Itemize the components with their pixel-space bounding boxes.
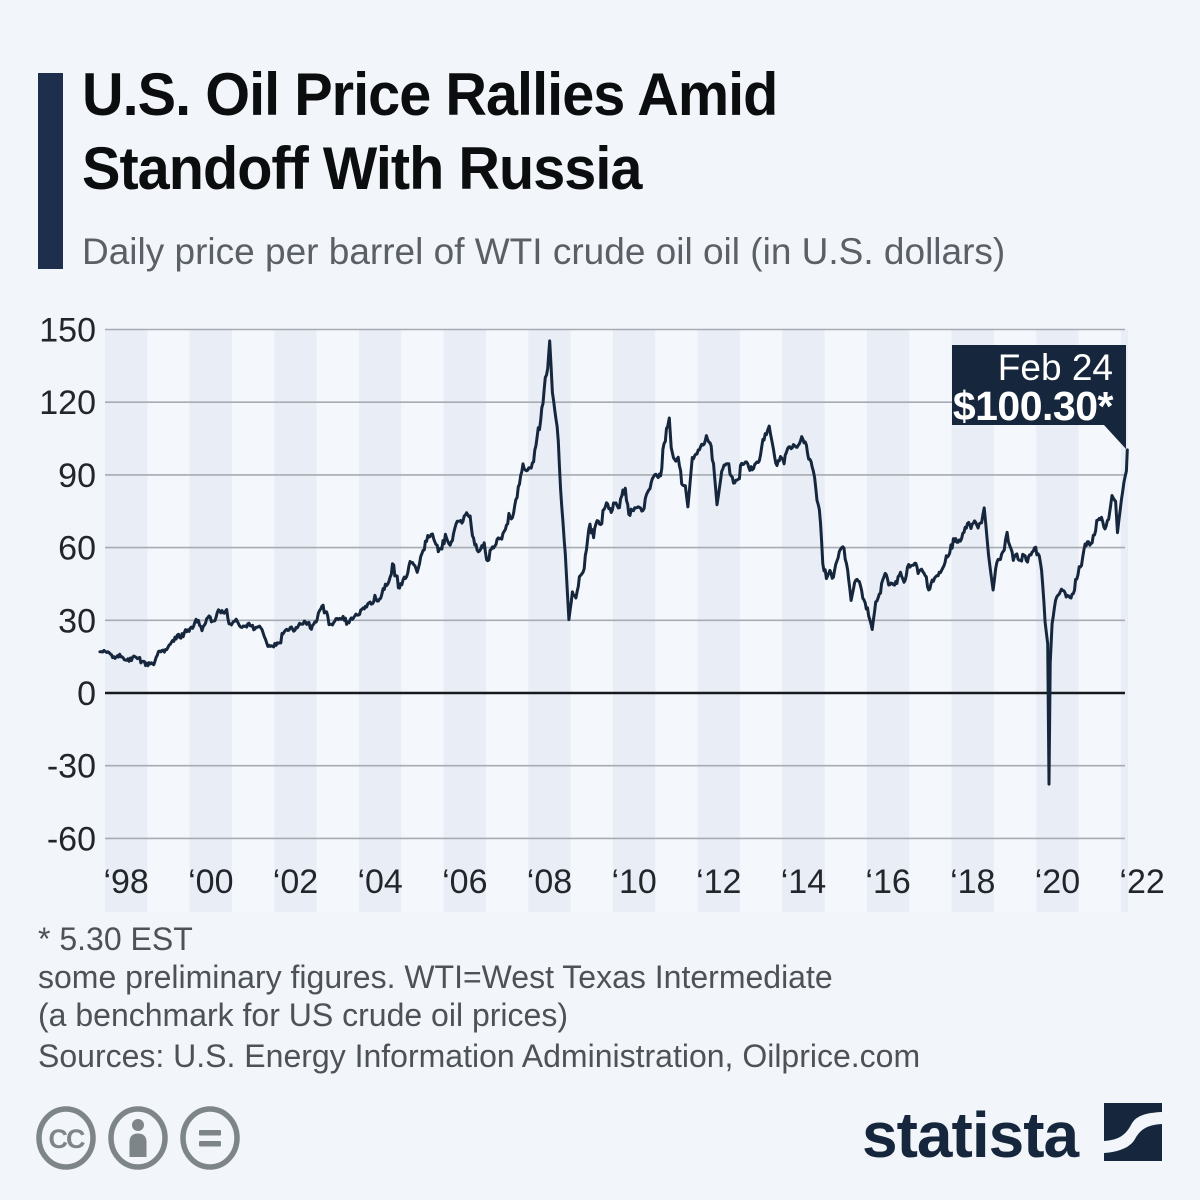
page-title: U.S. Oil Price Rallies Amid Standoff Wit…: [82, 58, 778, 206]
x-axis-tick-label: ‘14: [781, 863, 826, 901]
latest-price-callout: Feb 24 $100.30*: [952, 345, 1126, 449]
x-axis-tick-label: ‘18: [950, 863, 995, 901]
y-axis-tick-label: -30: [47, 748, 96, 786]
title-line-1: U.S. Oil Price Rallies Amid: [82, 61, 778, 128]
callout-value: $100.30*: [952, 383, 1114, 429]
y-axis-tick-label: 120: [39, 384, 96, 422]
x-axis-tick-label: ‘00: [188, 863, 233, 901]
sources-line: Sources: U.S. Energy Information Adminis…: [38, 1038, 921, 1074]
y-axis-tick-label: 30: [58, 602, 96, 640]
x-axis-tick-label: ‘06: [442, 863, 487, 901]
title-accent-bar: [38, 73, 63, 269]
x-axis-tick-label: ‘16: [865, 863, 910, 901]
attribution-icon: [108, 1106, 168, 1170]
footnote-asterisk: * 5.30 EST: [38, 921, 193, 957]
x-axis-tick-label: ‘08: [527, 863, 572, 901]
footnotes: * 5.30 EST some preliminary figures. WTI…: [38, 920, 920, 1075]
price-line: [98, 339, 1129, 786]
footnote-benchmark: (a benchmark for US crude oil prices): [38, 997, 568, 1033]
y-axis-tick-label: 0: [77, 675, 96, 713]
y-axis-tick-label: -60: [47, 820, 96, 858]
footnote-preliminary: some preliminary figures. WTI=West Texas…: [38, 959, 833, 995]
y-axis-tick-label: 150: [39, 312, 96, 350]
title-line-2: Standoff With Russia: [82, 135, 642, 202]
callout-pointer: [1104, 425, 1126, 449]
svg-text:CC: CC: [49, 1124, 85, 1154]
x-axis-tick-label: ‘04: [357, 863, 402, 901]
y-axis-tick-label: 60: [58, 530, 96, 568]
x-axis-tick-label: ‘10: [611, 863, 656, 901]
x-axis-tick-label: ‘02: [273, 863, 318, 901]
x-axis-tick-label: ‘22: [1119, 863, 1164, 901]
x-axis-tick-label: ‘98: [103, 863, 148, 901]
statista-logo-mark: [1104, 1103, 1162, 1166]
x-axis-tick-label: ‘20: [1035, 863, 1080, 901]
cc-license-badges: CC: [36, 1106, 242, 1175]
statista-logo-text: statista: [862, 1099, 1079, 1171]
callout-date: Feb 24: [997, 347, 1113, 388]
chart-subtitle: Daily price per barrel of WTI crude oil …: [82, 231, 1006, 272]
y-axis-tick-label: 90: [58, 457, 96, 495]
x-axis-tick-label: ‘12: [696, 863, 741, 901]
no-derivatives-icon: [180, 1106, 240, 1170]
cc-icon: CC: [36, 1106, 96, 1170]
